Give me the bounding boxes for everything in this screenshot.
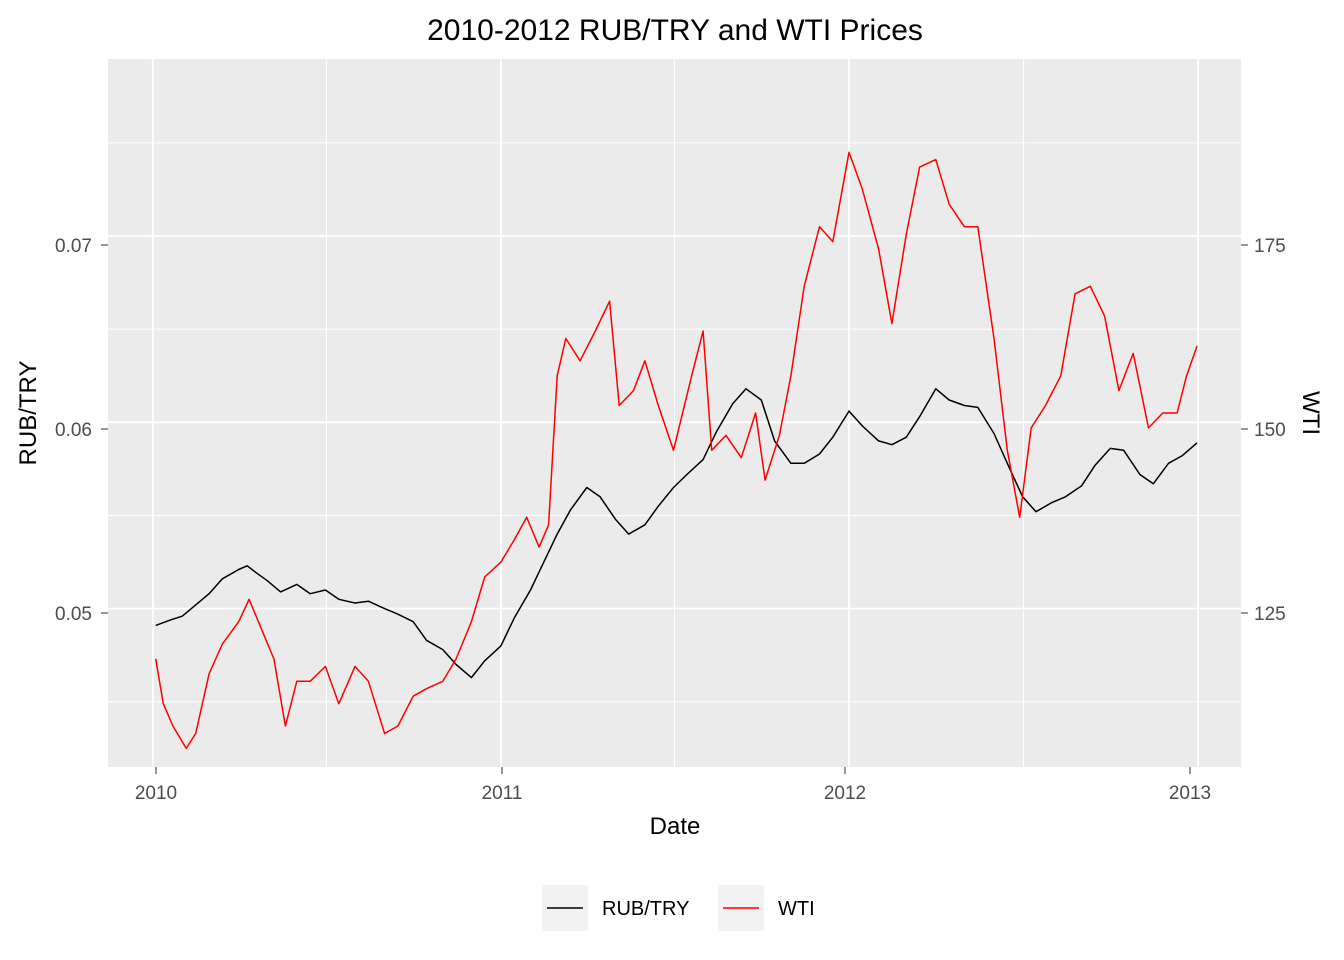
series-line-rub-try — [155, 388, 1198, 679]
x-tick-label-3: 2013 — [1169, 783, 1211, 804]
gridlines — [108, 59, 1241, 767]
x-axis-title: Date — [650, 813, 701, 840]
x-tick-label-1: 2011 — [482, 783, 523, 804]
x-axis: 2010 2011 2012 2013 Date — [135, 767, 1211, 840]
legend: RUB/TRY WTI — [542, 885, 815, 931]
series-line-wti — [154, 151, 1198, 750]
series-lines — [154, 151, 1198, 750]
x-tick-label-2: 2012 — [824, 783, 866, 804]
y-left-tick-label-1: 0.06 — [55, 420, 92, 441]
chart-title: 2010-2012 RUB/TRY and WTI Prices — [427, 14, 923, 47]
y-left-tick-label-0: 0.05 — [55, 604, 92, 625]
x-tick-label-0: 2010 — [135, 783, 177, 804]
y-right-tick-label-1: 150 — [1254, 420, 1286, 441]
y-right-tick-label-2: 175 — [1254, 236, 1286, 257]
legend-label-wti: WTI — [778, 898, 815, 920]
y-axis-left: 0.05 0.06 0.07 RUB/TRY — [15, 236, 108, 625]
y-left-axis-title: RUB/TRY — [15, 361, 42, 466]
y-axis-right: 125 150 175 WTI — [1241, 236, 1324, 625]
y-right-axis-title: WTI — [1297, 391, 1324, 435]
y-right-tick-label-0: 125 — [1254, 604, 1286, 625]
y-left-tick-label-2: 0.07 — [55, 236, 92, 257]
legend-label-rub-try: RUB/TRY — [602, 898, 689, 920]
